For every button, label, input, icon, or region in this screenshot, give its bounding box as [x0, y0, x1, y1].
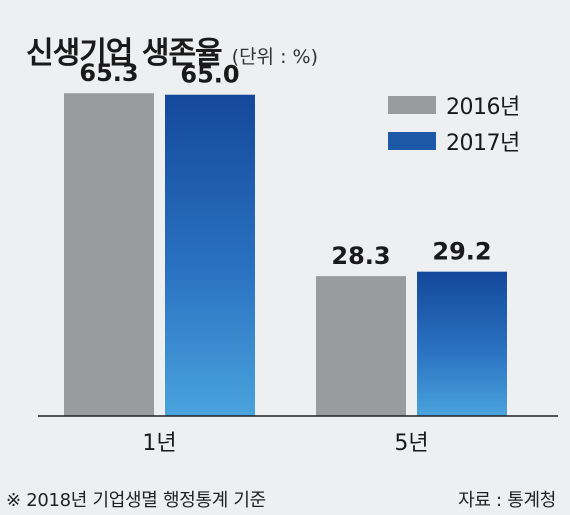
legend-label-2017: 2017년	[446, 131, 520, 156]
bar-2017년-1년	[165, 94, 255, 416]
bar-2016년-5년	[316, 276, 406, 416]
chart-title: 신생기업 생존율	[26, 36, 223, 71]
bar-2017년-5년	[417, 271, 507, 416]
legend-item-2017: 2017년	[388, 130, 520, 156]
legend-item-2016: 2016년	[388, 94, 520, 120]
value-label: 65.0	[180, 61, 239, 89]
bar-2016년-1년	[64, 93, 154, 416]
legend: 2016년 2017년	[388, 94, 520, 166]
label-group: 65.3 65.0 1년 28.3 29.2 5년	[79, 59, 491, 456]
chart-header: 신생기업 생존율 (단위 : %)	[26, 28, 318, 72]
value-label: 65.3	[79, 59, 138, 87]
source-label: 자료 : 통계청	[458, 490, 556, 511]
footnote: ※ 2018년 기업생멸 행정통계 기준	[6, 490, 266, 511]
legend-swatch-2016	[388, 96, 436, 114]
value-label: 29.2	[432, 238, 491, 266]
bar-group	[64, 93, 507, 416]
category-label: 1년	[142, 431, 176, 456]
value-label: 28.3	[331, 242, 390, 270]
category-label: 5년	[394, 431, 428, 456]
legend-label-2016: 2016년	[446, 95, 520, 120]
unit-label: (단위 : %)	[231, 46, 318, 68]
legend-swatch-2017	[388, 132, 436, 150]
